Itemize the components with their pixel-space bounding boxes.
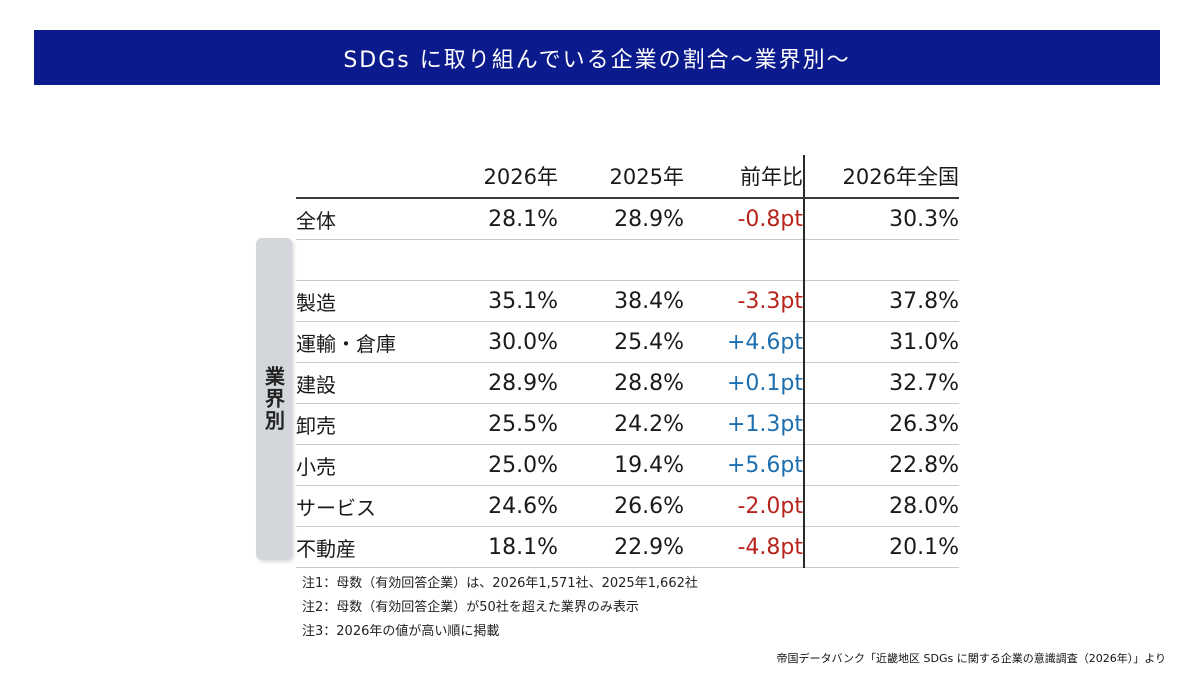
table-row: 小売 25.0% 19.4% +5.6pt 22.8% — [296, 444, 959, 486]
header-row: 2026年 2025年 前年比 2026年全国 — [296, 155, 959, 199]
total-diff: -0.8pt — [684, 198, 804, 240]
row-2026: 18.1% — [460, 526, 558, 568]
row-diff: -2.0pt — [684, 485, 804, 527]
row-2025: 26.6% — [558, 485, 684, 527]
footnote-2: 注2：母数（有効回答企業）が50社を超えた業界のみ表示 — [302, 600, 639, 615]
header-national: 2026年全国 — [803, 155, 959, 199]
sdgs-table: 2026年 2025年 前年比 2026年全国 全体 28.1% 28.9% -… — [296, 155, 959, 568]
row-name: 製造 — [296, 280, 460, 322]
row-national: 20.1% — [803, 526, 959, 568]
row-2025: 28.8% — [558, 362, 684, 404]
row-name: 卸売 — [296, 403, 460, 445]
row-diff: +4.6pt — [684, 321, 804, 363]
footnote-3: 注3：2026年の値が高い順に掲載 — [302, 624, 500, 639]
table-row: サービス 24.6% 26.6% -2.0pt 28.0% — [296, 485, 959, 527]
header-2025: 2025年 — [558, 155, 684, 199]
header-diff: 前年比 — [684, 155, 804, 199]
row-2026: 30.0% — [460, 321, 558, 363]
row-name: 不動産 — [296, 526, 460, 568]
total-2026: 28.1% — [460, 198, 558, 240]
table-row: 製造 35.1% 38.4% -3.3pt 37.8% — [296, 280, 959, 322]
row-2025: 22.9% — [558, 526, 684, 568]
row-2025: 25.4% — [558, 321, 684, 363]
row-diff: +0.1pt — [684, 362, 804, 404]
row-name: サービス — [296, 485, 460, 527]
table-row: 不動産 18.1% 22.9% -4.8pt 20.1% — [296, 526, 959, 568]
total-2025: 28.9% — [558, 198, 684, 240]
row-2026: 24.6% — [460, 485, 558, 527]
row-national: 31.0% — [803, 321, 959, 363]
total-national: 30.3% — [803, 198, 959, 240]
side-label-text: 業界別 — [261, 366, 286, 432]
row-national: 22.8% — [803, 444, 959, 486]
row-name: 運輸・倉庫 — [296, 321, 460, 363]
row-2026: 28.9% — [460, 362, 558, 404]
row-national: 37.8% — [803, 280, 959, 322]
chart-title-bar: SDGs に取り組んでいる企業の割合～業界別～ — [34, 30, 1160, 85]
row-diff: +5.6pt — [684, 444, 804, 486]
row-name: 小売 — [296, 444, 460, 486]
row-2025: 19.4% — [558, 444, 684, 486]
row-national: 28.0% — [803, 485, 959, 527]
table-row: 建設 28.9% 28.8% +0.1pt 32.7% — [296, 362, 959, 404]
row-diff: +1.3pt — [684, 403, 804, 445]
row-2025: 38.4% — [558, 280, 684, 322]
footnote-1: 注1：母数（有効回答企業）は、2026年1,571社、2025年1,662社 — [302, 576, 698, 591]
table-row: 卸売 25.5% 24.2% +1.3pt 26.3% — [296, 403, 959, 445]
row-2025: 24.2% — [558, 403, 684, 445]
row-name: 建設 — [296, 362, 460, 404]
spacer-cell — [803, 239, 959, 281]
row-national: 32.7% — [803, 362, 959, 404]
total-row: 全体 28.1% 28.9% -0.8pt 30.3% — [296, 198, 959, 240]
row-diff: -4.8pt — [684, 526, 804, 568]
row-2026: 35.1% — [460, 280, 558, 322]
total-name: 全体 — [296, 198, 460, 240]
footnotes: 注1：母数（有効回答企業）は、2026年1,571社、2025年1,662社 注… — [302, 572, 698, 644]
table-row: 運輸・倉庫 30.0% 25.4% +4.6pt 31.0% — [296, 321, 959, 363]
chart-title: SDGs に取り組んでいる企業の割合～業界別～ — [343, 47, 851, 73]
header-2026: 2026年 — [460, 155, 558, 199]
spacer-cell — [296, 239, 460, 281]
spacer-cell — [558, 239, 684, 281]
row-diff: -3.3pt — [684, 280, 804, 322]
row-2026: 25.5% — [460, 403, 558, 445]
row-2026: 25.0% — [460, 444, 558, 486]
spacer-cell — [684, 239, 804, 281]
industry-side-label: 業界別 — [256, 238, 292, 560]
spacer-row — [296, 239, 959, 281]
spacer-cell — [460, 239, 558, 281]
source-citation: 帝国データバンク「近畿地区 SDGs に関する企業の意識調査（2026年）」より — [776, 652, 1166, 665]
row-national: 26.3% — [803, 403, 959, 445]
header-blank — [296, 155, 460, 199]
